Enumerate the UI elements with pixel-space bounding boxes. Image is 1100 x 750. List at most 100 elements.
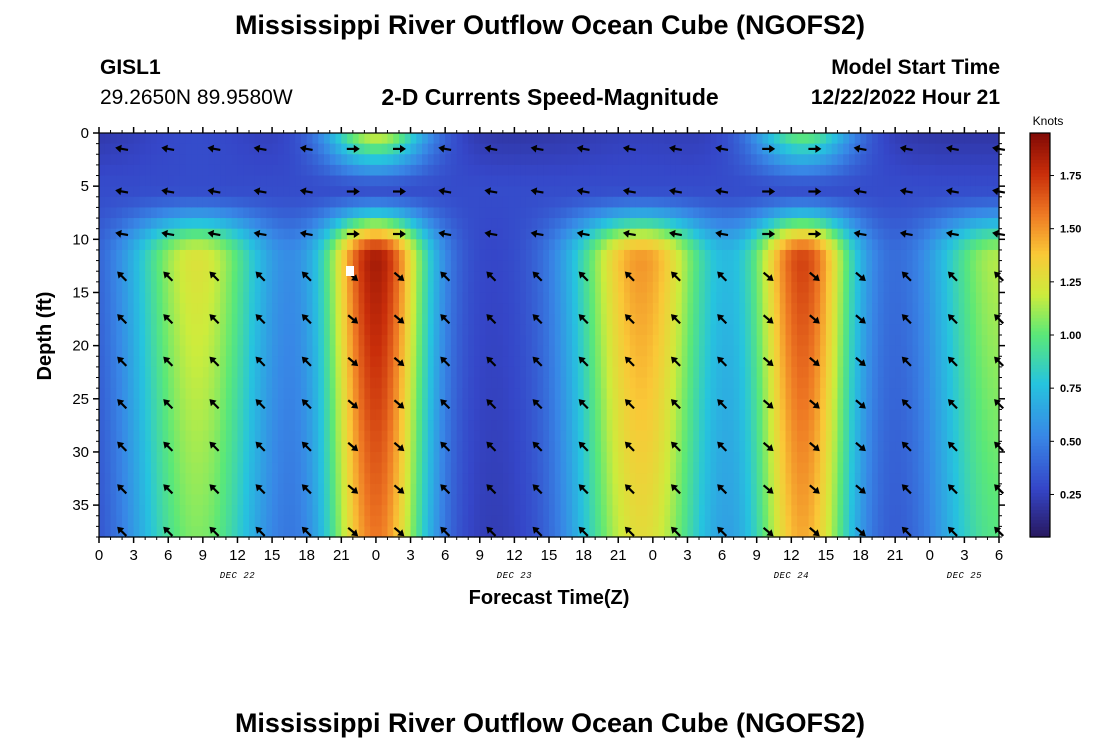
heatmap-cell [375, 356, 383, 368]
heatmap-cell [583, 271, 590, 283]
heatmap-cell [733, 143, 740, 155]
heatmap-cell [629, 388, 637, 400]
heatmap-cell [479, 207, 487, 219]
heatmap-cell [502, 133, 510, 145]
heatmap-cell [99, 356, 106, 368]
heatmap-cell [185, 281, 192, 294]
heatmap-cell [347, 366, 354, 379]
heatmap-cell [491, 441, 498, 453]
heatmap-cell [249, 154, 256, 166]
heatmap-cell [358, 292, 365, 304]
heatmap-cell [716, 218, 723, 230]
heatmap-cell [289, 356, 296, 368]
heatmap-cell [399, 154, 406, 166]
heatmap-cell [237, 186, 244, 198]
heatmap-cell [600, 505, 608, 517]
heatmap-cell [733, 366, 740, 379]
heatmap-cell [410, 366, 417, 379]
heatmap-cell [445, 303, 452, 315]
heatmap-cell [843, 335, 850, 347]
heatmap-cell [699, 335, 706, 347]
heatmap-cell [699, 494, 706, 506]
heatmap-cell [456, 366, 464, 379]
heatmap-cell [727, 164, 735, 177]
heatmap-cell [179, 175, 187, 187]
heatmap-cell [652, 473, 660, 485]
heatmap-cell [508, 260, 515, 272]
heatmap-cell [99, 430, 106, 442]
heatmap-cell [831, 313, 839, 325]
heatmap-cell [837, 451, 844, 464]
heatmap-cell [837, 175, 844, 187]
heatmap-cell [110, 239, 117, 251]
heatmap-cell [104, 462, 112, 474]
heatmap-cell [249, 228, 256, 240]
heatmap-cell [641, 377, 648, 389]
heatmap-cell [202, 207, 210, 219]
heatmap-cell [491, 420, 498, 432]
heatmap-cell [641, 462, 648, 474]
heatmap-cell [549, 164, 556, 177]
heatmap-cell [762, 441, 769, 453]
heatmap-cell [837, 366, 844, 379]
heatmap-cell [99, 281, 106, 294]
heatmap-cell [381, 388, 389, 400]
heatmap-cell [687, 260, 694, 272]
heatmap-cell [554, 143, 562, 155]
heatmap-cell [295, 483, 302, 496]
heatmap-cell [768, 292, 775, 304]
heatmap-cell [352, 164, 360, 177]
heatmap-cell [549, 239, 556, 251]
heatmap-cell [191, 366, 198, 379]
heatmap-cell [352, 133, 360, 145]
heatmap-cell [750, 494, 758, 506]
heatmap-cell [295, 186, 302, 198]
heatmap-cell [675, 366, 683, 379]
heatmap-cell [849, 356, 856, 368]
heatmap-cell [243, 218, 250, 230]
heatmap-cell [820, 494, 827, 506]
heatmap-cell [375, 260, 383, 272]
heatmap-cell [133, 473, 140, 485]
heatmap-cell [537, 420, 544, 432]
heatmap-cell [104, 249, 112, 262]
heatmap-cell [618, 207, 625, 219]
heatmap-cell [745, 271, 752, 283]
heatmap-cell [750, 239, 758, 251]
heatmap-cell [647, 515, 654, 527]
heatmap-cell [104, 366, 112, 379]
heatmap-cell [502, 281, 510, 294]
heatmap-cell [145, 462, 152, 474]
heatmap-cell [675, 292, 683, 304]
heatmap-cell [739, 356, 746, 368]
heatmap-cell [837, 239, 844, 251]
heatmap-cell [502, 388, 510, 400]
heatmap-cell [520, 366, 527, 379]
heatmap-cell [825, 335, 833, 347]
heatmap-cell [479, 388, 487, 400]
heatmap-cell [768, 249, 775, 262]
heatmap-cell [583, 451, 590, 464]
heatmap-cell [312, 228, 319, 240]
heatmap-cell [779, 281, 787, 294]
heatmap-cell [300, 494, 308, 506]
heatmap-cell [150, 143, 158, 155]
heatmap-cell [474, 281, 481, 294]
heatmap-cell [508, 133, 515, 145]
heatmap-cell [525, 441, 533, 453]
heatmap-cell [260, 239, 267, 251]
heatmap-cell [266, 366, 273, 379]
heatmap-cell [647, 345, 654, 357]
heatmap-cell [214, 324, 221, 336]
heatmap-cell [168, 196, 175, 209]
heatmap-cell [370, 249, 377, 262]
heatmap-cell [474, 228, 481, 240]
heatmap-cell [416, 281, 423, 294]
heatmap-cell [733, 505, 740, 517]
heatmap-cell [837, 441, 844, 453]
heatmap-cell [612, 271, 619, 283]
heatmap-cell [699, 483, 706, 496]
heatmap-cell [150, 239, 158, 251]
heatmap-cell [491, 494, 498, 506]
heatmap-cell [150, 494, 158, 506]
